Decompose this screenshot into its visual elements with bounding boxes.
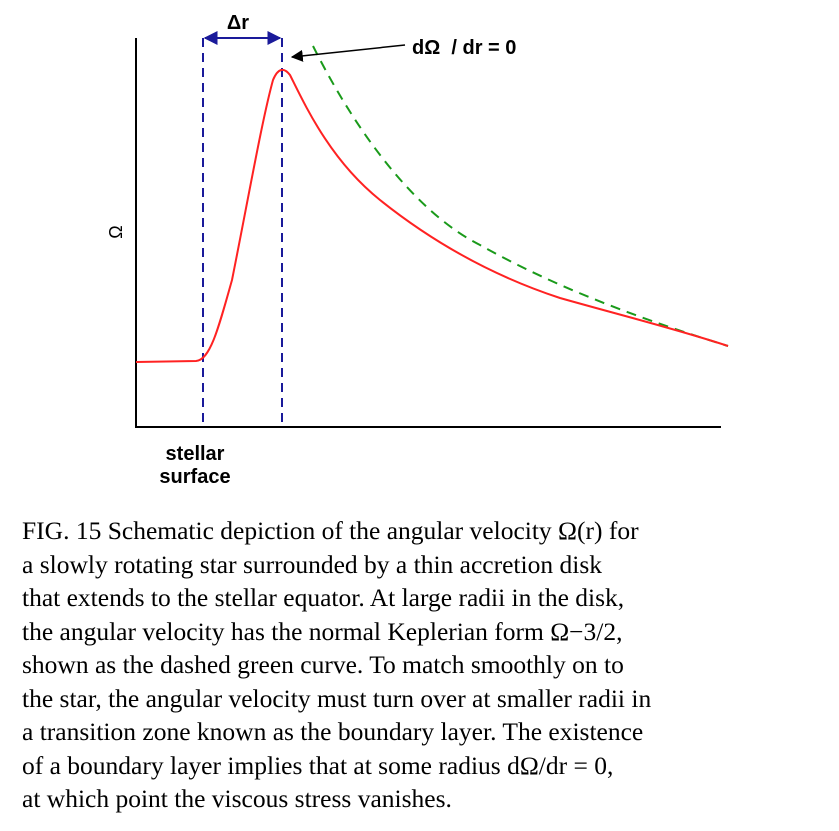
caption-line: shown as the dashed green curve. To matc… — [22, 650, 624, 679]
stellar-surface-label-line2: surface — [159, 466, 230, 488]
caption-line: a slowly rotating star surrounded by a t… — [22, 549, 602, 579]
caption-line: FIG. 15 Schematic depiction of the angul… — [22, 516, 639, 545]
keplerian-dashed-curve — [312, 45, 729, 347]
derivative-pointer-arrow — [290, 44, 406, 62]
delta-r-label: Δr — [227, 12, 249, 34]
stellar-surface-label-line1: stellar — [166, 443, 225, 465]
caption-line: of a boundary layer implies that at some… — [22, 750, 614, 780]
caption-line: that extends to the stellar equator. At … — [22, 583, 625, 612]
caption-line: a transition zone known as the boundary … — [22, 717, 644, 746]
figure-caption: FIG. 15 Schematic depiction of the angul… — [22, 514, 818, 816]
caption-line: the angular velocity has the normal Kepl… — [22, 616, 623, 646]
y-axis-label: Ω — [106, 225, 126, 238]
angular-velocity-curve — [135, 68, 729, 363]
caption-line: the star, the angular velocity must turn… — [22, 683, 652, 713]
caption-line: at which point the viscous stress vanish… — [22, 784, 452, 813]
angular-velocity-figure: Ω Δr dΩ / dr = 0 stellar surface — [106, 12, 729, 488]
derivative-label: dΩ / dr = 0 — [412, 37, 516, 59]
